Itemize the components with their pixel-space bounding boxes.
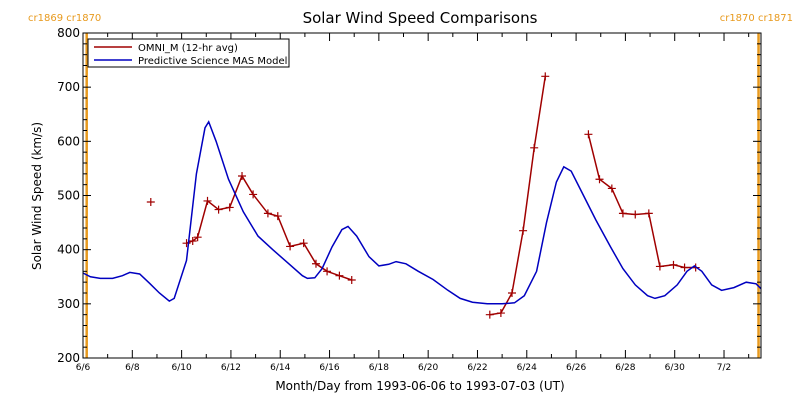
x-tick-label: 6/24	[517, 363, 537, 373]
data-point	[263, 209, 272, 218]
data-point	[323, 267, 332, 276]
data-point	[485, 310, 494, 319]
data-point	[188, 237, 197, 245]
data-point	[519, 226, 528, 235]
plot-frame	[82, 32, 762, 359]
data-point	[584, 130, 593, 139]
data-point	[225, 203, 234, 212]
data-point	[203, 196, 212, 205]
data-point	[311, 259, 320, 268]
data-point	[618, 209, 627, 218]
data-point	[193, 233, 202, 242]
x-tick-label: 6/18	[369, 363, 389, 373]
x-tick-label: 6/28	[615, 363, 635, 373]
series-line	[587, 134, 696, 269]
legend-label: OMNI_M (12-hr avg)	[138, 43, 238, 54]
plot-area	[82, 33, 762, 358]
data-point	[347, 276, 356, 284]
y-tick-label: 800	[57, 26, 80, 40]
carrington-label: cr1870 cr1871	[720, 13, 793, 24]
x-tick-label: 6/30	[665, 363, 685, 373]
data-point	[335, 271, 344, 280]
data-point	[146, 198, 155, 206]
series-line	[82, 120, 762, 305]
x-tick-label: 6/20	[418, 363, 438, 373]
series-2	[82, 120, 762, 305]
x-tick-label: 6/26	[566, 363, 586, 373]
x-tick-label: 7/2	[717, 363, 731, 373]
data-point	[631, 210, 640, 219]
x-axis-label: Month/Day from 1993-06-06 to 1993-07-03 …	[275, 379, 564, 393]
legend-box	[87, 38, 290, 68]
y-tick-label: 200	[57, 351, 80, 365]
legend: OMNI_M (12-hr avg) Predictive Science MAS…	[87, 38, 290, 68]
data-point	[238, 172, 247, 180]
data-point	[286, 242, 295, 251]
x-tick-label: 6/16	[319, 363, 339, 373]
y-axis-label: Solar Wind Speed (km/s)	[30, 122, 44, 270]
data-point	[273, 212, 282, 221]
legend-label: Predictive Science MAS Model	[138, 56, 287, 67]
data-point	[644, 209, 653, 218]
y-tick-label: 600	[57, 134, 80, 148]
series-1	[485, 72, 700, 319]
x-tick-label: 6/14	[270, 363, 290, 373]
x-tick-label: 6/8	[125, 363, 140, 373]
series-line	[186, 174, 352, 281]
data-point	[680, 263, 689, 272]
y-tick-label: 500	[57, 189, 80, 203]
carrington-rotation-labels: cr1869 cr1870 cr1870 cr1871	[28, 13, 793, 24]
data-point	[214, 205, 223, 214]
data-point	[655, 262, 664, 271]
series-0	[146, 172, 356, 284]
series-line	[489, 76, 547, 316]
data-point	[607, 184, 616, 193]
data-point	[249, 190, 258, 199]
y-tick-label: 400	[57, 243, 80, 257]
x-tick-label: 6/6	[76, 363, 91, 373]
chart-title: Solar Wind Speed Comparisons	[303, 9, 538, 27]
y-tick-label: 300	[57, 297, 80, 311]
data-point	[507, 289, 516, 297]
y-axis: 200 300 400 500 600 700 800	[57, 26, 761, 365]
x-axis: 6/6 6/8 6/10 6/12 6/14 6/16 6/18 6/20 6/22 6/24 6/…	[76, 33, 750, 373]
data-point	[496, 309, 505, 318]
data-point	[299, 239, 308, 248]
x-tick-label: 6/12	[221, 363, 241, 373]
data-point	[541, 72, 550, 81]
data-point	[669, 260, 678, 269]
x-tick-label: 6/22	[467, 363, 487, 373]
y-tick-label: 700	[57, 80, 80, 94]
data-point	[595, 175, 604, 184]
carrington-label: cr1869 cr1870	[28, 13, 101, 24]
x-tick-label: 6/10	[172, 363, 192, 373]
data-point	[530, 143, 539, 152]
